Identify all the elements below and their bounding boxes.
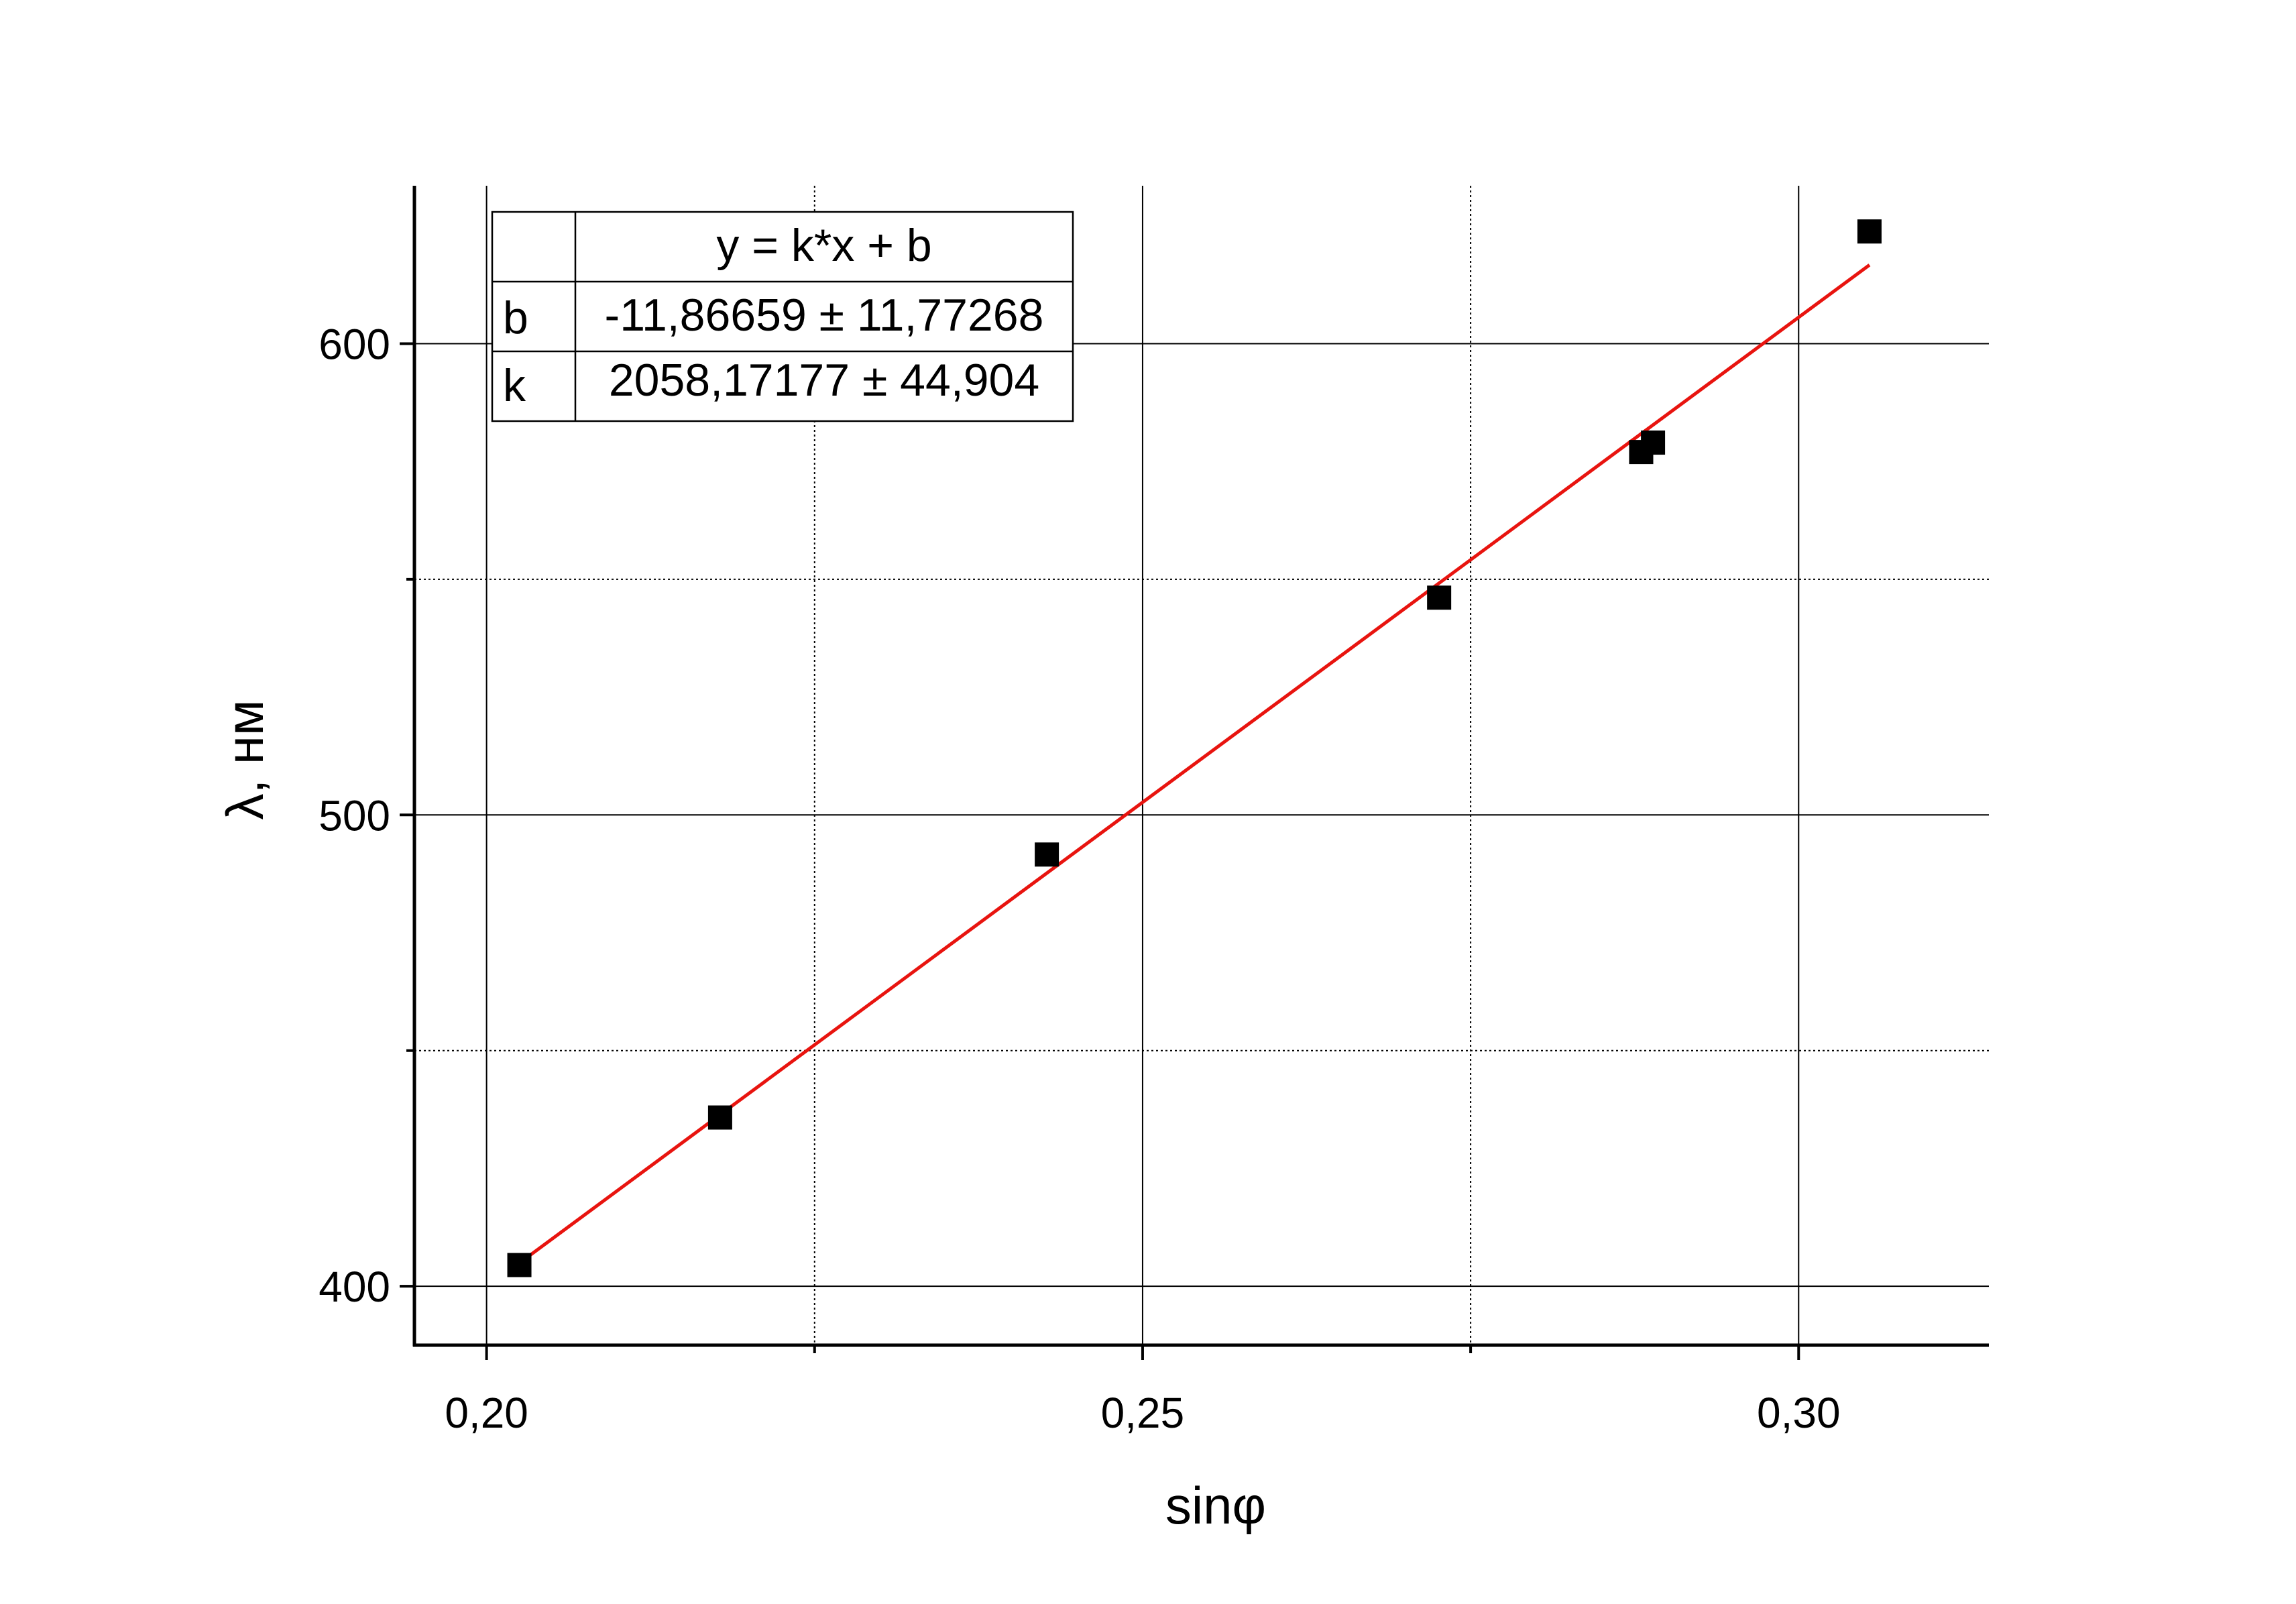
ticks — [400, 342, 1800, 1360]
x-tick-label: 0,25 — [1101, 1389, 1185, 1437]
fit-parameters-table: y = k*x + b b -11,86659 ± 11,77268 k 205… — [491, 211, 1074, 422]
data-point — [1035, 842, 1059, 867]
fit-param-name-b: b — [503, 292, 528, 343]
fit-param-value-b: -11,86659 ± 11,77268 — [605, 290, 1044, 341]
fit-table-header: y = k*x + b — [716, 220, 931, 271]
fit-table-border — [491, 211, 1074, 422]
data-point — [1427, 585, 1452, 610]
y-axis-title: λ, нм — [215, 699, 274, 819]
fit-param-name-k: k — [503, 360, 526, 411]
data-points — [507, 219, 1882, 1277]
y-tick-label: 400 — [319, 1263, 390, 1311]
y-tick-label: 600 — [319, 320, 390, 368]
axes — [412, 186, 1989, 1347]
y-tick-label: 500 — [319, 791, 390, 840]
fit-param-value-k: 2058,17177 ± 44,904 — [609, 355, 1039, 406]
data-point — [1641, 431, 1666, 455]
x-axis-title: sinφ — [1165, 1476, 1266, 1535]
x-tick-label: 0,30 — [1757, 1389, 1841, 1437]
data-point — [1857, 219, 1882, 244]
x-tick-label: 0,20 — [445, 1389, 528, 1437]
data-point — [507, 1253, 532, 1277]
data-point — [707, 1105, 732, 1130]
tick-labels: 0,20 0,25 0,30 400 500 600 — [319, 320, 1840, 1437]
